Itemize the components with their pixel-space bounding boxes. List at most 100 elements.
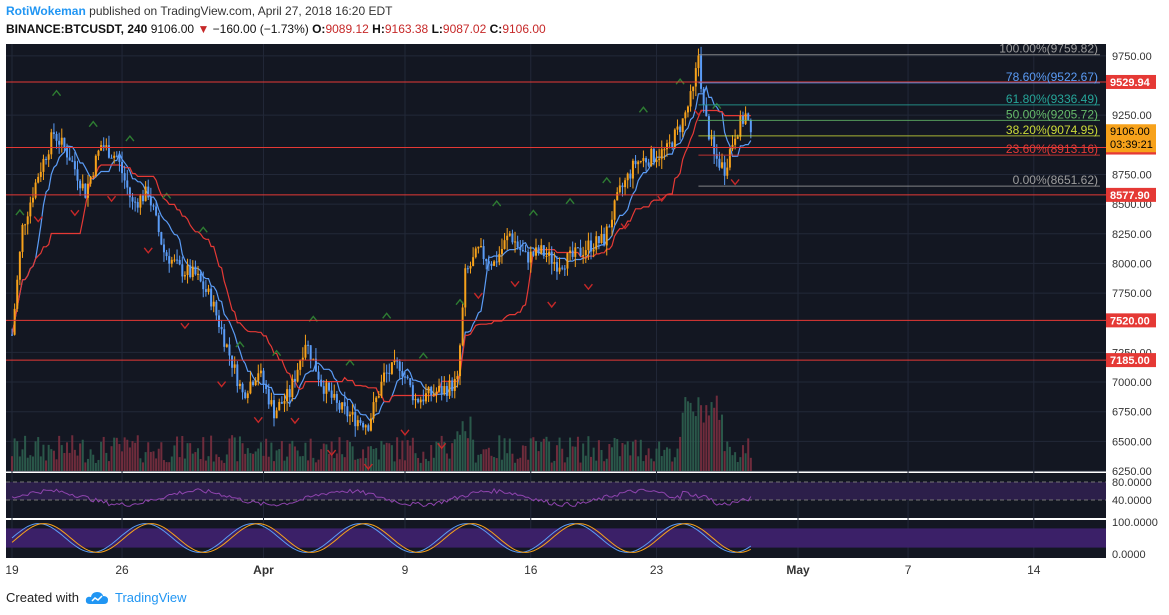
volume-bar xyxy=(511,453,514,471)
volume-bar xyxy=(603,461,606,471)
candle-body xyxy=(508,233,511,236)
buy-chevron xyxy=(382,312,392,319)
volume-bar xyxy=(579,462,582,471)
candle-body xyxy=(464,268,467,308)
candle-body xyxy=(610,219,613,228)
volume-bar xyxy=(529,438,532,471)
volume-bar xyxy=(50,449,53,471)
high-label: H: xyxy=(372,22,385,36)
volume-bar xyxy=(81,439,84,471)
volume-bar xyxy=(348,441,351,471)
candle-body xyxy=(369,418,372,431)
candle-body xyxy=(199,273,202,282)
volume-bar xyxy=(438,442,441,471)
volume-bar xyxy=(414,453,417,471)
candle-body xyxy=(574,247,577,257)
candle-body xyxy=(540,245,543,254)
volume-bar xyxy=(320,449,323,471)
candles xyxy=(11,46,752,437)
candle-body xyxy=(419,399,422,403)
volume-bar xyxy=(477,454,480,471)
buy-chevron xyxy=(88,120,98,128)
price-chart[interactable]: 100.00%(9759.82) 78.60%(9522.67) 61.80%(93… xyxy=(0,40,1169,580)
candle-body xyxy=(545,255,548,257)
candle-body xyxy=(228,344,231,356)
volume-bar xyxy=(558,437,561,471)
candle-body xyxy=(168,256,171,264)
candle-body xyxy=(333,394,336,398)
candle-body xyxy=(587,240,590,251)
candle-body xyxy=(126,180,129,188)
candle-body xyxy=(739,116,742,137)
published-text: published on TradingView.com, April 27, … xyxy=(89,4,393,18)
volume-bar xyxy=(495,458,498,471)
volume-bar xyxy=(372,448,375,471)
volume-bar xyxy=(749,457,752,471)
volume-bar xyxy=(702,422,705,471)
volume-bar xyxy=(330,441,333,471)
candle-body xyxy=(356,420,359,427)
volume-bar xyxy=(236,461,239,471)
volume-bar xyxy=(479,454,482,471)
candle-body xyxy=(89,176,92,184)
fibonacci-retracement[interactable]: 100.00%(9759.82) 78.60%(9522.67) 61.80%(93… xyxy=(698,42,1100,187)
footer: Created with TradingView xyxy=(6,590,187,605)
volume-bar xyxy=(241,443,244,471)
volume-bar xyxy=(189,443,192,471)
volume-bar xyxy=(24,435,27,471)
candle-body xyxy=(466,268,469,270)
created-with-text: Created with xyxy=(6,590,79,605)
price-tick-label: 6750.00 xyxy=(1112,407,1152,419)
candle-body xyxy=(84,183,87,198)
volume-bar xyxy=(225,454,228,471)
volume-bar xyxy=(721,414,724,471)
candle-body xyxy=(364,425,367,428)
volume-bar xyxy=(645,455,648,471)
price-tick-label: 8250.00 xyxy=(1112,229,1152,241)
candle-body xyxy=(516,241,519,248)
candle-body xyxy=(341,402,344,410)
price-axis[interactable]: 9750.00 9250.00 8750.00 8500.00 8250.00 8000.… xyxy=(1106,51,1158,561)
candle-body xyxy=(231,355,234,368)
candle-body xyxy=(16,279,19,309)
candle-body xyxy=(411,385,414,401)
candle-body xyxy=(487,261,490,264)
fib-label: 100.00%(9759.82) xyxy=(999,42,1098,56)
volume-bar xyxy=(26,457,29,471)
author-link[interactable]: RotiWokeman xyxy=(6,4,86,18)
candle-body xyxy=(702,88,705,106)
candle-body xyxy=(689,91,692,107)
volume-bar xyxy=(160,442,163,471)
candle-body xyxy=(485,259,488,262)
candle-body xyxy=(299,360,302,370)
candle-body xyxy=(139,195,142,208)
candle-body xyxy=(535,247,537,256)
price-tick-label: 9750.00 xyxy=(1112,51,1152,63)
time-axis[interactable]: 19 26 Apr 9 16 23 May 7 14 xyxy=(5,558,1106,578)
candle-body xyxy=(435,391,438,395)
tradingview-brand[interactable]: TradingView xyxy=(114,590,187,605)
candle-body xyxy=(63,137,66,148)
volume-bar xyxy=(322,443,325,471)
rsi-band xyxy=(6,482,1106,500)
volume-bar xyxy=(113,437,116,471)
rsi-panel xyxy=(6,481,1106,508)
volume-bar xyxy=(571,446,574,471)
volume-bar xyxy=(79,443,82,471)
volume-bar xyxy=(131,441,134,471)
candle-body xyxy=(576,247,579,249)
candle-body xyxy=(66,147,69,158)
volume-bar xyxy=(734,452,737,471)
volume-bar xyxy=(398,459,401,471)
volume-bar xyxy=(380,440,383,471)
time-tick-label: 26 xyxy=(115,563,129,577)
buy-chevron xyxy=(455,298,465,306)
volume-bar xyxy=(71,435,74,471)
buy-chevron xyxy=(15,208,25,216)
volume-bar xyxy=(142,462,144,471)
price-change: −160.00 (−1.73%) xyxy=(212,22,309,36)
candle-body xyxy=(569,250,572,254)
candle-body xyxy=(343,402,346,407)
high-value: 9163.38 xyxy=(384,22,429,36)
volume-bar xyxy=(747,438,750,471)
